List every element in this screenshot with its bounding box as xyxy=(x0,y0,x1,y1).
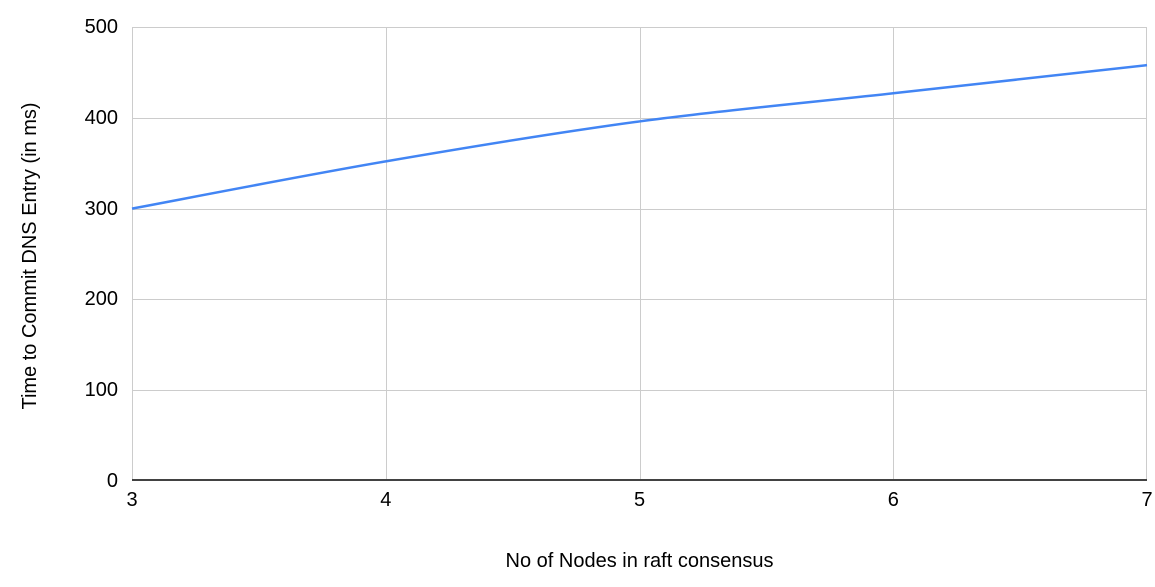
y-tick-label: 100 xyxy=(84,379,118,402)
x-axis-title: No of Nodes in raft consensus xyxy=(505,550,774,572)
y-tick-label: 0 xyxy=(106,470,118,492)
x-tick-label: 5 xyxy=(633,489,646,511)
plot-area xyxy=(131,27,1148,481)
y-axis-ticks: 0 100 200 300 400 500 xyxy=(0,16,118,492)
x-tick-label: 6 xyxy=(887,489,899,511)
x-tick-label: 4 xyxy=(380,489,392,511)
x-tick-label: 3 xyxy=(126,489,138,511)
x-tick-label: 7 xyxy=(1141,489,1153,511)
x-axis-ticks: 3 4 5 6 7 xyxy=(126,487,1152,513)
series-line xyxy=(131,63,1148,210)
y-tick-label: 400 xyxy=(84,106,118,129)
y-tick-label: 300 xyxy=(84,197,118,220)
y-tick-label: 200 xyxy=(84,288,118,311)
chart-canvas xyxy=(131,27,1148,481)
y-tick-label: 500 xyxy=(84,16,118,38)
